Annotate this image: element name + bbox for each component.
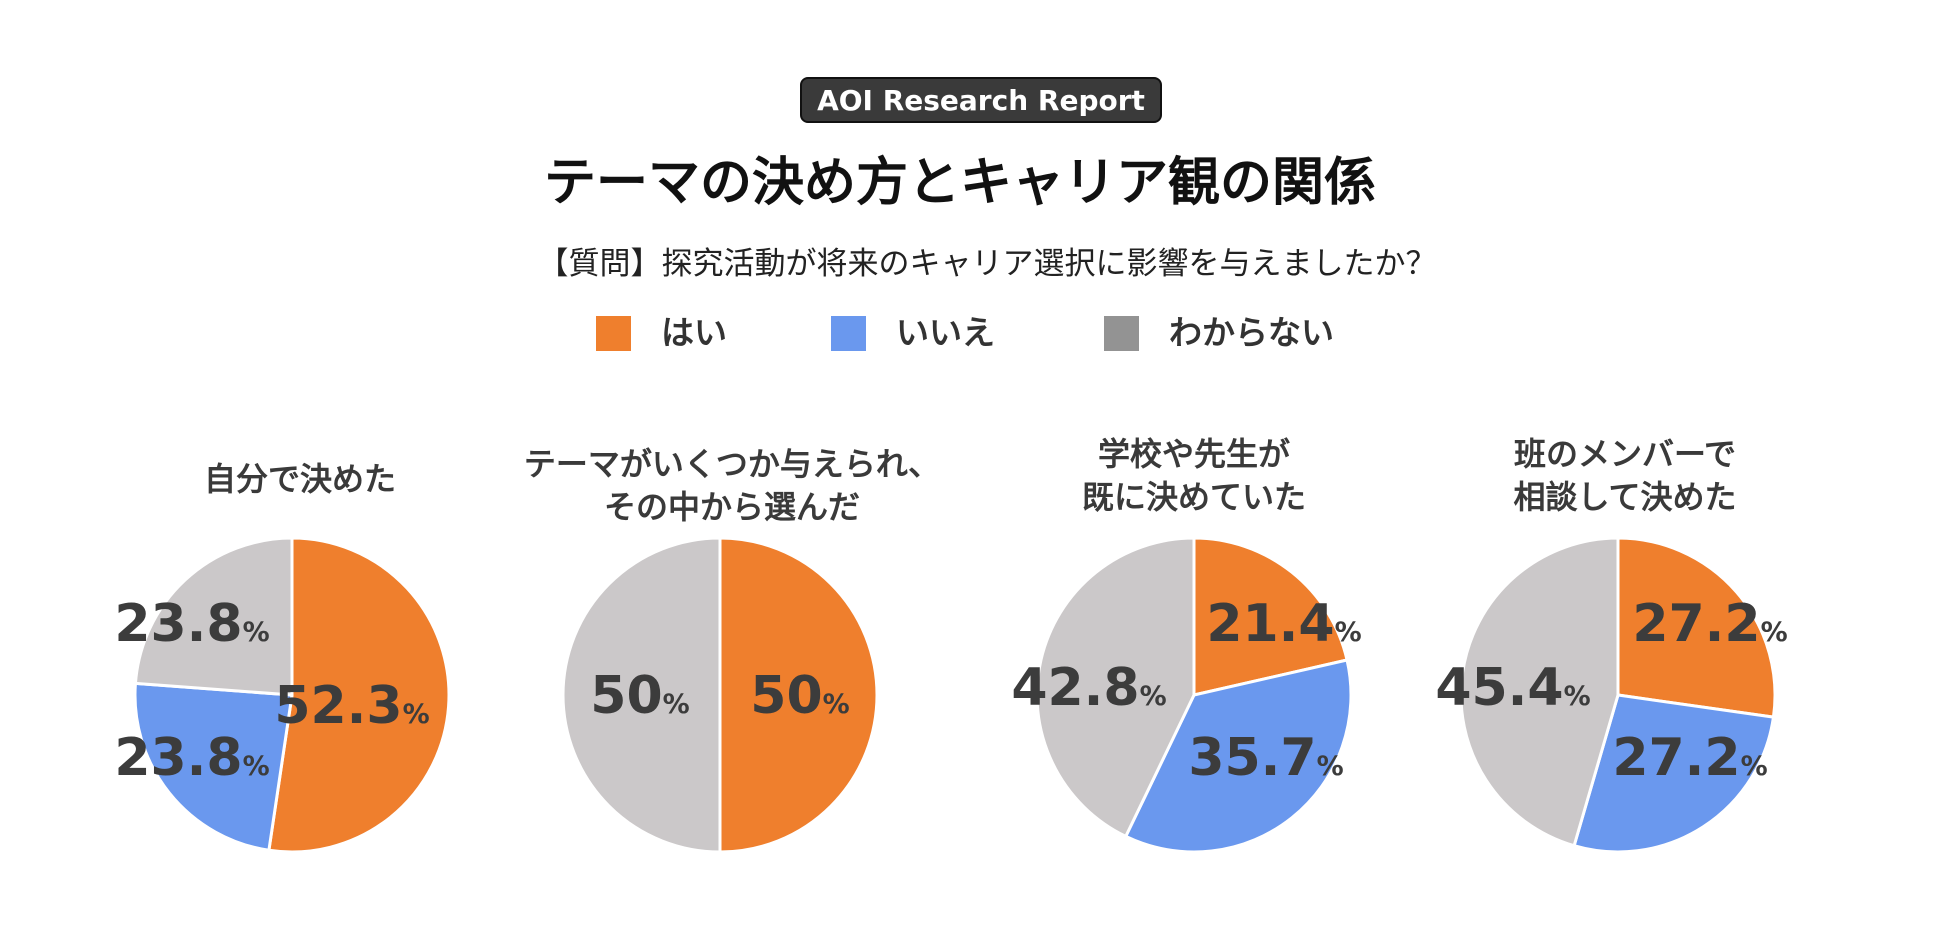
legend-label-no: いいえ <box>896 313 995 352</box>
pie-title-line: 班のメンバーで <box>1514 435 1736 473</box>
pie-slice <box>1459 536 1620 848</box>
pie-slice <box>561 536 722 854</box>
pie-title-line: 学校や先生が <box>1098 435 1290 473</box>
legend-item-yes: はい <box>596 313 727 352</box>
legend-label-unknown: わからない <box>1169 313 1334 352</box>
pie-slice <box>1192 536 1349 697</box>
legend-label-yes: はい <box>661 313 727 352</box>
pie-slice-label: 23.8% <box>114 594 269 654</box>
pie-slice <box>1616 536 1777 719</box>
pie-slice-label: 50% <box>750 666 849 726</box>
pie-slice-label: 27.2% <box>1612 728 1767 788</box>
pie-slice-label: 42.8% <box>1011 658 1166 718</box>
legend-swatch-no <box>831 316 866 351</box>
pie-chart-chosen-from-options: テーマがいくつか与えられ、その中から選んだ 50% 50% <box>524 445 940 854</box>
report-badge: AOI Research Report <box>800 77 1162 123</box>
pie-title-line: 自分で決めた <box>204 460 396 498</box>
pie-slice <box>1124 658 1353 854</box>
pie-chart-self-decided: 自分で決めた 52.3%23.8% 23.8% <box>114 460 451 854</box>
legend-swatch-unknown <box>1104 316 1139 351</box>
legend-item-no: いいえ <box>831 313 995 352</box>
pie-title-line: 既に決めていた <box>1082 478 1306 516</box>
badge-label: AOI Research Report <box>817 84 1145 117</box>
legend-item-unknown: わからない <box>1104 313 1334 352</box>
pie-title-line: テーマがいくつか与えられ、 <box>524 445 940 483</box>
pie-title-line: 相談して決めた <box>1513 478 1736 516</box>
legend-swatch-yes <box>596 316 631 351</box>
survey-question: 【質問】探究活動が将来のキャリア選択に影響を与えましたか？ <box>538 246 1437 282</box>
pie-slice <box>1035 536 1196 838</box>
pie-slice-label: 35.7% <box>1188 728 1343 788</box>
pie-slice <box>1572 693 1775 854</box>
pie-slice <box>133 536 294 697</box>
pie-slice-label: 45.4% <box>1435 658 1590 718</box>
pie-slice-label: 52.3% <box>274 676 429 736</box>
pie-title-line: その中から選んだ <box>604 488 860 526</box>
pie-slice <box>718 536 879 854</box>
pie-slice <box>133 681 294 852</box>
page-title: テーマの決め方とキャリア観の関係 <box>544 153 1376 213</box>
pie-slice-label: 27.2% <box>1632 594 1787 654</box>
pie-slice-label: 50% <box>590 666 689 726</box>
pie-slice-label: 21.4% <box>1206 594 1361 654</box>
pie-slice <box>267 536 451 854</box>
legend: はい いいえ わからない <box>596 313 1334 352</box>
pie-slice-label: 23.8% <box>114 728 269 788</box>
